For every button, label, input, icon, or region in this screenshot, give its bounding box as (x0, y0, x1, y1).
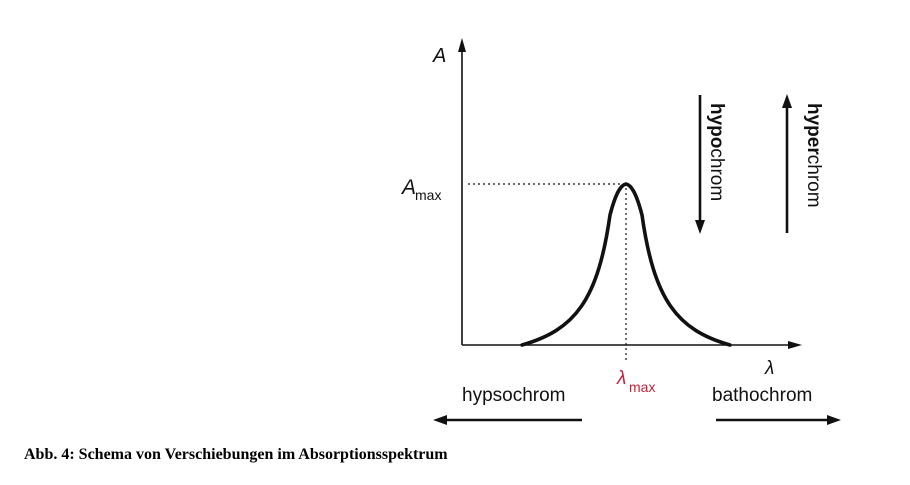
x-axis-label: λ (764, 358, 774, 379)
figure-caption: Abb. 4: Schema von Verschiebungen im Abs… (24, 446, 448, 463)
hypsochrom-label: hypsochrom (462, 385, 566, 406)
absorption-curve (520, 182, 732, 347)
hyperchrom-label: hyperchrom (803, 103, 824, 208)
hyperchrom-suffix: chrom (803, 155, 824, 208)
hyperchrom-arrowhead (782, 94, 792, 108)
x-axis-arrowhead (788, 341, 802, 349)
lambda-max-label: λ max (616, 368, 655, 395)
hypochrom-prefix: hypo (706, 103, 727, 148)
hypochrom-label: hypochrom (706, 103, 727, 201)
hypochrom-arrowhead (695, 220, 705, 234)
bathochrom-label: bathochrom (712, 385, 812, 406)
hypochrom-suffix: chrom (706, 148, 727, 201)
a-max-label: A max (400, 176, 441, 203)
y-axis-arrowhead (458, 38, 466, 52)
bathochrom-arrowhead (827, 415, 841, 425)
y-axis-label: A (432, 45, 446, 67)
hypsochrom-arrowhead (433, 415, 447, 425)
lambda-max-label-sub: max (629, 379, 655, 395)
a-max-label-main: A (400, 176, 416, 199)
hyperchrom-prefix: hyper (803, 103, 824, 155)
lambda-max-label-main: λ (616, 368, 626, 389)
a-max-label-sub: max (415, 187, 441, 203)
